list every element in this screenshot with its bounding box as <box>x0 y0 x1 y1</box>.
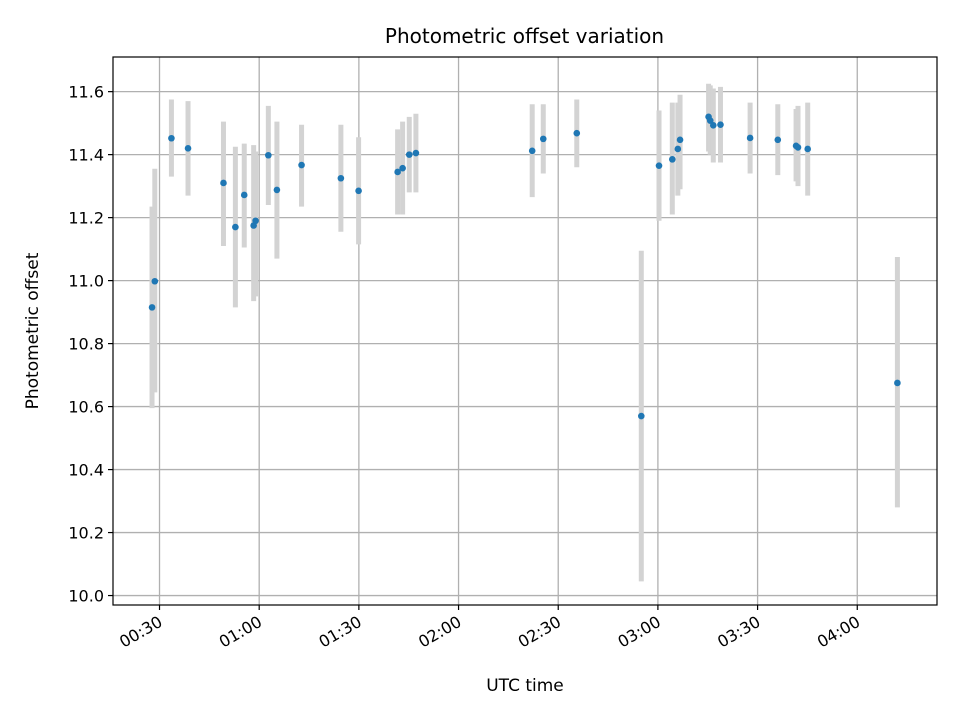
data-point <box>148 304 156 311</box>
data-point <box>655 162 663 169</box>
data-point <box>240 191 248 199</box>
data-point <box>894 379 901 387</box>
data-point <box>184 145 192 152</box>
data-point <box>573 129 581 137</box>
data-point <box>168 134 175 142</box>
y-tick-label: 11.0 <box>68 272 104 291</box>
data-point <box>674 145 682 153</box>
y-tick-label: 11.4 <box>68 146 104 165</box>
data-point <box>804 145 811 153</box>
data-point <box>676 136 684 144</box>
data-point <box>394 168 401 176</box>
y-tick-label: 10.0 <box>68 587 104 606</box>
data-point <box>706 117 714 124</box>
data-point <box>399 164 406 172</box>
data-point <box>298 161 305 169</box>
data-point <box>539 135 547 143</box>
y-tick-label: 10.8 <box>68 335 104 354</box>
data-point <box>637 412 645 420</box>
data-point <box>709 122 717 129</box>
data-point <box>774 136 782 144</box>
y-tick-label: 10.2 <box>68 524 104 543</box>
data-point <box>355 187 362 195</box>
y-axis-label: Photometric offset <box>23 252 43 409</box>
data-point <box>794 144 802 151</box>
data-point <box>746 134 754 142</box>
data-point <box>265 151 272 159</box>
data-point <box>252 217 259 225</box>
data-point <box>273 186 281 194</box>
data-point <box>151 277 159 285</box>
data-point <box>405 151 413 158</box>
point-layer <box>148 113 901 420</box>
x-axis-label: UTC time <box>486 676 564 696</box>
data-point <box>232 223 239 231</box>
y-tick-label: 10.4 <box>68 461 104 480</box>
y-tick-label: 11.2 <box>68 209 104 228</box>
data-point <box>412 149 420 157</box>
chart-title: Photometric offset variation <box>385 24 664 48</box>
data-point <box>528 147 536 155</box>
data-point <box>337 174 345 182</box>
data-point <box>717 121 724 129</box>
y-tick-label: 11.6 <box>68 83 104 102</box>
data-point <box>669 156 676 163</box>
plot-frame <box>112 56 938 606</box>
data-point <box>220 179 227 187</box>
y-tick-label: 10.6 <box>68 398 104 417</box>
